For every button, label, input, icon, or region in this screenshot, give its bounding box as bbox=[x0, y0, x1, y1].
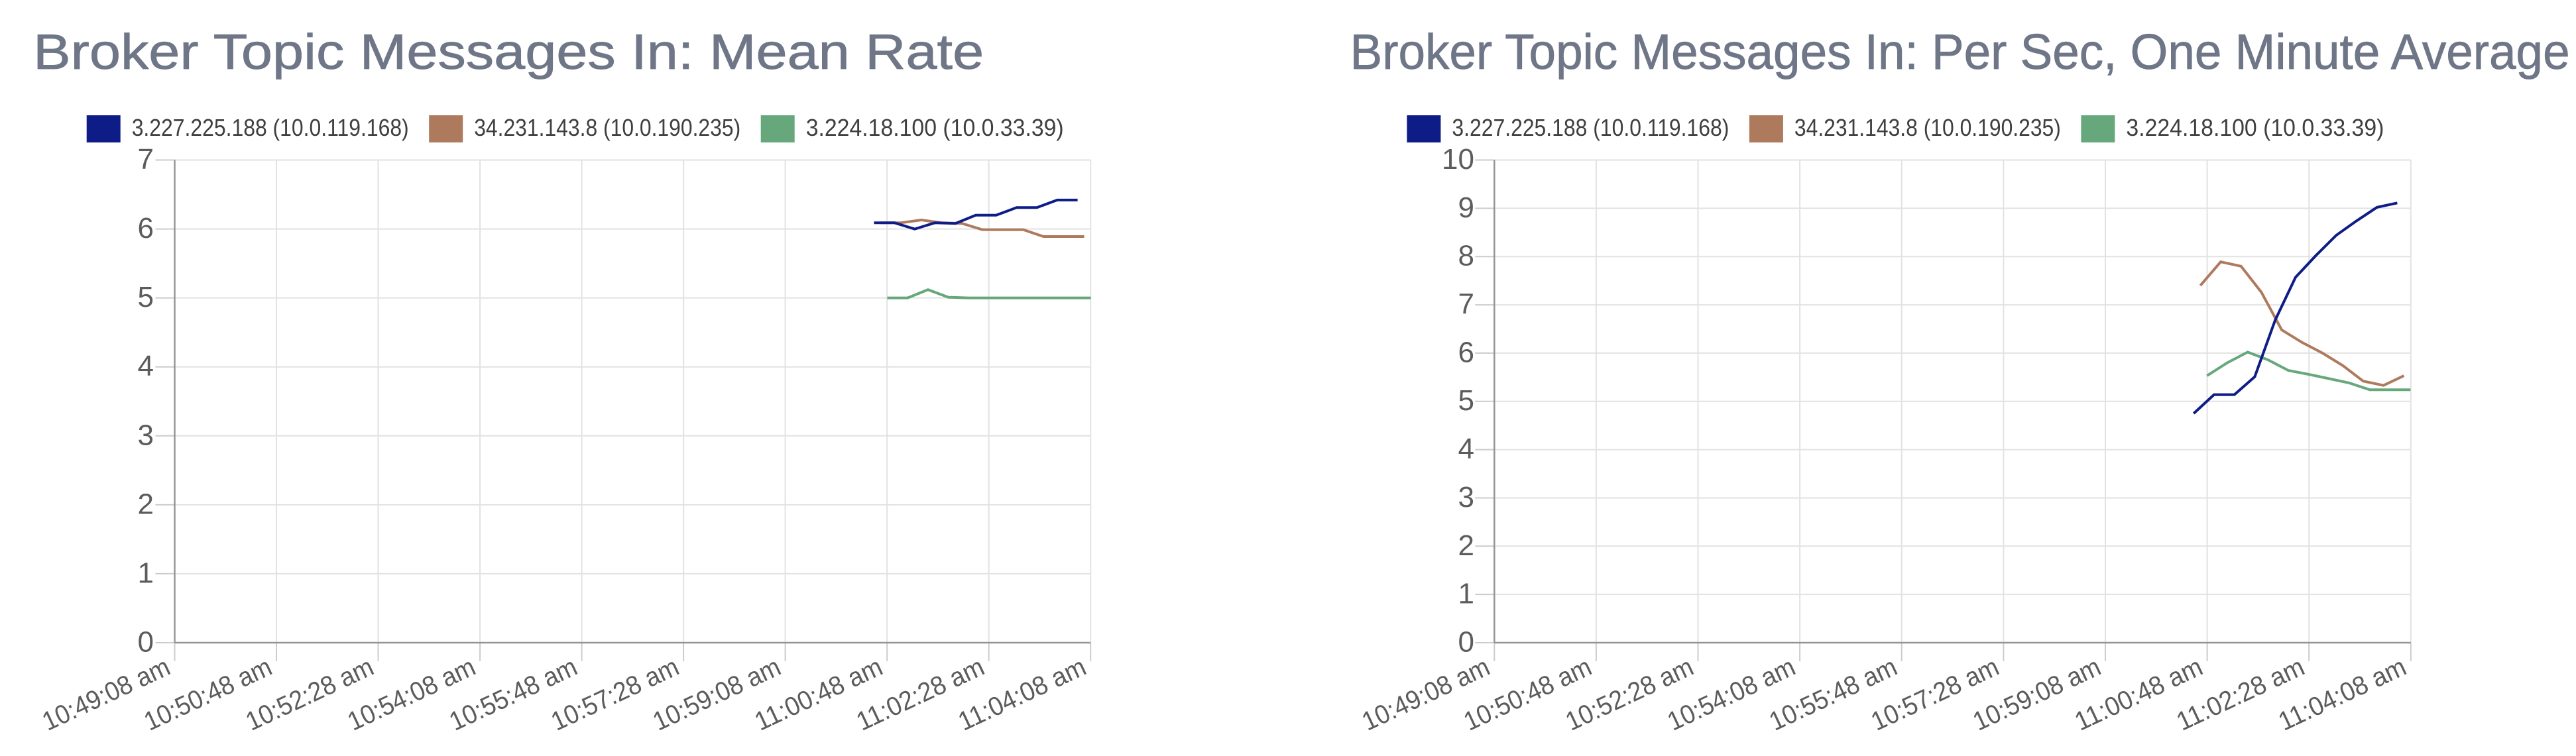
svg-text:8: 8 bbox=[1458, 240, 1474, 272]
svg-text:Broker Topic Messages In: Mean: Broker Topic Messages In: Mean Rate bbox=[33, 24, 984, 80]
svg-text:2: 2 bbox=[138, 488, 154, 520]
svg-text:3: 3 bbox=[1458, 481, 1474, 513]
svg-text:1: 1 bbox=[138, 557, 154, 589]
svg-text:6: 6 bbox=[138, 212, 154, 244]
svg-text:4: 4 bbox=[138, 350, 154, 382]
svg-text:3.224.18.100 (10.0.33.39): 3.224.18.100 (10.0.33.39) bbox=[806, 114, 1064, 141]
svg-text:5: 5 bbox=[138, 281, 154, 313]
svg-text:6: 6 bbox=[1458, 336, 1474, 368]
svg-text:0: 0 bbox=[138, 626, 154, 659]
svg-text:1: 1 bbox=[1458, 578, 1474, 610]
svg-text:3.224.18.100 (10.0.33.39): 3.224.18.100 (10.0.33.39) bbox=[2126, 114, 2384, 141]
svg-text:10: 10 bbox=[1442, 143, 1474, 176]
svg-text:0: 0 bbox=[1458, 626, 1474, 659]
svg-text:34.231.143.8 (10.0.190.235): 34.231.143.8 (10.0.190.235) bbox=[1794, 114, 2061, 141]
svg-text:7: 7 bbox=[1458, 288, 1474, 321]
svg-text:3.227.225.188 (10.0.119.168): 3.227.225.188 (10.0.119.168) bbox=[132, 114, 409, 141]
svg-text:9: 9 bbox=[1458, 191, 1474, 224]
svg-text:3: 3 bbox=[138, 419, 154, 451]
svg-text:4: 4 bbox=[1458, 433, 1474, 465]
svg-text:5: 5 bbox=[1458, 384, 1474, 417]
svg-text:Broker Topic Messages In: Per: Broker Topic Messages In: Per Sec, One M… bbox=[1350, 24, 2570, 80]
svg-text:3.227.225.188 (10.0.119.168): 3.227.225.188 (10.0.119.168) bbox=[1452, 114, 1729, 141]
svg-text:7: 7 bbox=[138, 143, 154, 176]
svg-text:34.231.143.8 (10.0.190.235): 34.231.143.8 (10.0.190.235) bbox=[474, 114, 740, 141]
svg-text:2: 2 bbox=[1458, 529, 1474, 562]
